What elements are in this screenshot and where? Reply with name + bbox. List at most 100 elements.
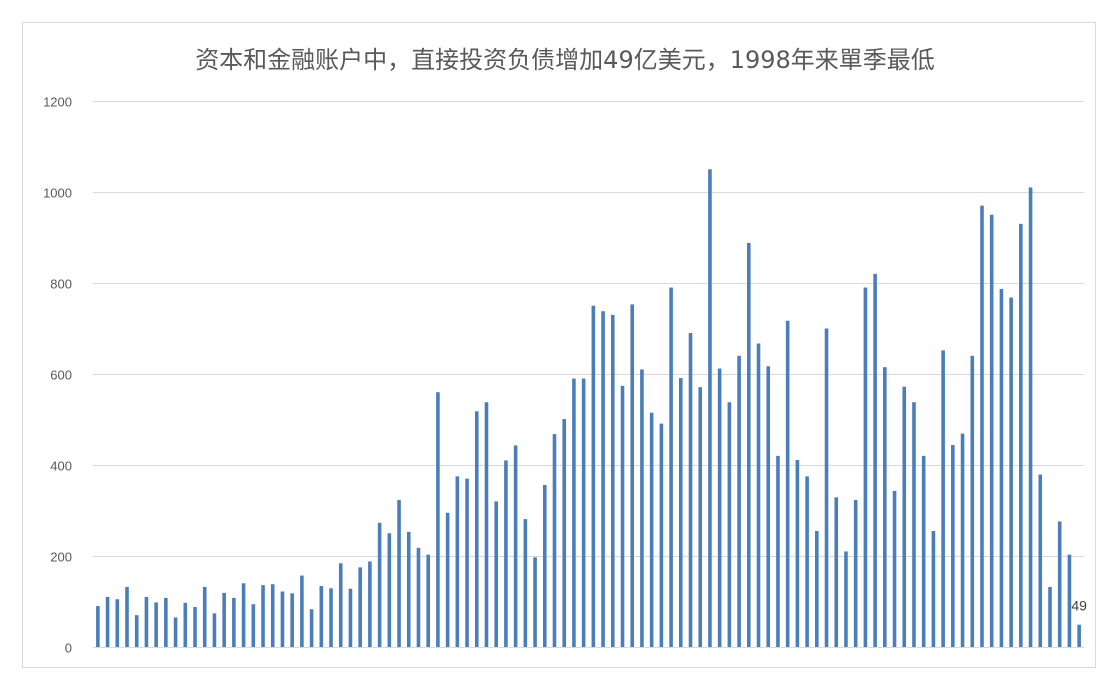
bar	[591, 305, 596, 647]
bar	[688, 333, 693, 647]
bar	[251, 604, 256, 647]
bar	[358, 567, 362, 648]
bar	[601, 311, 605, 647]
bar	[309, 609, 314, 647]
bar	[290, 593, 294, 647]
bar	[572, 378, 576, 647]
bar	[368, 561, 372, 647]
bar	[465, 478, 469, 647]
bar	[154, 602, 158, 647]
bar	[183, 602, 188, 647]
bar	[270, 584, 275, 647]
bar	[610, 314, 615, 647]
bar	[863, 287, 868, 647]
y-tick-label: 1000	[43, 186, 72, 201]
bar	[241, 583, 246, 647]
bar	[494, 501, 498, 647]
bar	[669, 287, 673, 647]
bar	[941, 350, 945, 647]
bar	[125, 586, 129, 647]
bar	[96, 606, 100, 647]
bar	[951, 444, 955, 647]
bar	[1009, 297, 1013, 647]
bar	[873, 273, 877, 647]
data-labels: 49	[1071, 598, 1087, 614]
bar	[329, 588, 333, 647]
bar	[912, 402, 916, 647]
bar	[552, 434, 557, 647]
bar	[562, 419, 566, 647]
bar	[261, 585, 265, 647]
bar	[319, 586, 324, 647]
chart-title: 资本和金融账户中，直接投资负债增加49亿美元，1998年来單季最低	[195, 46, 935, 74]
bar	[1028, 187, 1033, 647]
bar	[1057, 521, 1062, 647]
bar	[834, 497, 839, 647]
bar	[484, 402, 489, 647]
bar	[280, 591, 285, 647]
bar	[445, 512, 450, 647]
bar	[377, 522, 382, 647]
bar	[1067, 554, 1072, 647]
y-tick-label: 200	[50, 550, 72, 565]
bar	[338, 563, 343, 647]
bar	[533, 557, 537, 647]
bar	[387, 533, 392, 647]
bar	[659, 423, 664, 647]
bar	[892, 490, 897, 647]
bar	[105, 596, 110, 647]
bars	[96, 169, 1081, 648]
bar	[902, 386, 907, 647]
bar	[989, 214, 994, 647]
bar	[766, 366, 771, 647]
bar	[795, 460, 800, 647]
y-tick-label: 0	[65, 641, 72, 656]
bar	[883, 367, 887, 647]
y-tick-label: 1200	[43, 95, 72, 110]
bar	[776, 455, 780, 647]
bar	[737, 355, 741, 647]
bar	[708, 169, 712, 647]
bar	[844, 551, 848, 647]
bar	[630, 304, 635, 647]
bar	[164, 597, 168, 647]
y-axis-tick-labels: 0 200 400 600 800 1000 1200	[43, 95, 72, 656]
bar	[416, 547, 421, 647]
bar	[134, 615, 139, 647]
bar	[542, 485, 547, 647]
bar	[931, 530, 936, 647]
bar	[853, 500, 858, 647]
chart-border	[22, 22, 1096, 668]
bar	[921, 455, 926, 647]
bar	[640, 369, 644, 647]
bar	[504, 460, 508, 647]
bar	[397, 500, 401, 647]
bar	[474, 411, 479, 647]
bar	[1048, 586, 1052, 647]
bar	[173, 617, 178, 647]
bar	[698, 387, 703, 647]
bar	[426, 554, 430, 647]
bar	[1077, 624, 1081, 647]
bar	[717, 368, 722, 647]
bar	[144, 596, 149, 647]
bar	[805, 476, 809, 648]
bar	[679, 378, 683, 647]
data-label: 49	[1071, 598, 1087, 614]
bar	[300, 575, 304, 647]
bar	[815, 530, 819, 647]
bar	[999, 288, 1004, 647]
bar	[824, 328, 829, 647]
y-tick-label: 400	[50, 459, 72, 474]
bar	[785, 320, 790, 647]
bar	[727, 402, 732, 647]
bar	[581, 378, 586, 647]
bar	[513, 445, 518, 647]
bar	[747, 242, 751, 647]
bar	[232, 597, 236, 647]
bar	[980, 205, 984, 647]
bar	[1019, 223, 1023, 647]
bar	[193, 606, 197, 647]
bar	[649, 412, 654, 647]
